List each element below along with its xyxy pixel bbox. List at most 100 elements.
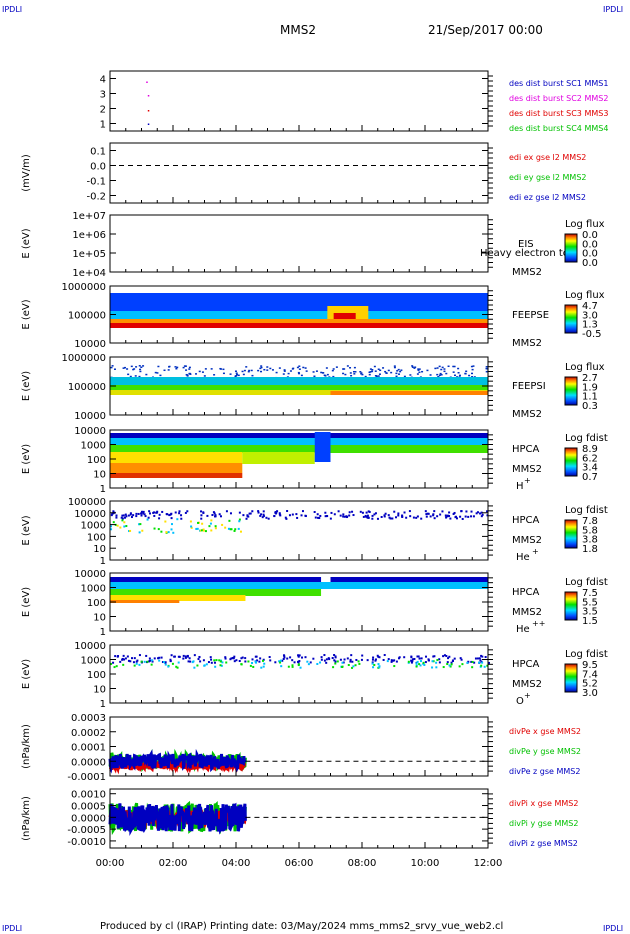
feepsi-noise-dot bbox=[185, 373, 188, 376]
feepsi-noise-dot bbox=[335, 366, 338, 368]
hpca-h-colorbar-title: Log fdist bbox=[565, 433, 608, 444]
feepsi-noise-dot bbox=[247, 370, 250, 373]
hpca-he-dot bbox=[111, 512, 114, 515]
hpca-o-dot bbox=[151, 660, 154, 663]
hpca-he-dot bbox=[140, 514, 143, 517]
divpe-ytick-label: 0.0000 bbox=[71, 757, 106, 768]
hpca-o-dot bbox=[360, 658, 363, 661]
feepsi-noise-dot bbox=[222, 372, 225, 375]
feepsi-noise-dot bbox=[350, 374, 353, 377]
feepsi-noise-dot bbox=[409, 374, 412, 376]
hpca-he-dot bbox=[401, 514, 404, 517]
hpca-o-dot bbox=[407, 660, 410, 663]
hpca-o-dot bbox=[184, 655, 187, 658]
hpca-he-dot bbox=[486, 510, 489, 513]
hpca-o-dot bbox=[332, 666, 335, 669]
hpca-o-dot bbox=[354, 664, 357, 667]
hpca-he-dot bbox=[233, 529, 236, 532]
hpca-he-dot bbox=[140, 510, 143, 513]
hpca-he-dot bbox=[317, 516, 320, 519]
hpca-o-dot bbox=[371, 658, 374, 661]
hpca-he-dot bbox=[164, 520, 167, 523]
divpi-legend-item: divPi y gse MMS2 bbox=[509, 819, 578, 828]
hpca-o-ytick-label: 10000 bbox=[74, 641, 106, 652]
hpca-he-dot bbox=[313, 511, 316, 514]
hpca-he-dot bbox=[170, 523, 173, 526]
hpca-o-dot bbox=[418, 657, 421, 660]
feepsi-band-green bbox=[110, 385, 488, 391]
hpca-h-colorbar-tick: 6.2 bbox=[582, 453, 598, 464]
hpca-he-dot bbox=[319, 514, 322, 517]
hpca-he-ytick-label: 1000 bbox=[81, 521, 106, 532]
hpca-he-dot bbox=[362, 515, 365, 518]
hpca-o-dot bbox=[283, 654, 286, 657]
hpca-he-dot bbox=[138, 531, 141, 534]
feepsi-noise-dot bbox=[418, 368, 421, 370]
hpca-o-dot bbox=[138, 654, 141, 657]
hpca-he-dot bbox=[452, 512, 455, 515]
hpca-he-dot bbox=[248, 512, 251, 515]
hpca-o-dot bbox=[136, 659, 139, 662]
feepsi-noise-dot bbox=[156, 372, 159, 374]
hpca-o-dot bbox=[254, 660, 257, 663]
hpca-he-dot bbox=[257, 511, 260, 514]
feepsi-noise-dot bbox=[472, 365, 475, 367]
hpca-o-dot bbox=[202, 659, 205, 662]
hpca-he-dot bbox=[455, 517, 458, 520]
hpca-he-dot bbox=[291, 513, 294, 516]
feepsi-noise-dot bbox=[184, 365, 187, 367]
hpca-he-dot bbox=[124, 513, 127, 516]
hpca-o-dot bbox=[188, 657, 191, 660]
hpca-he-dot bbox=[146, 518, 149, 521]
feepsi-noise-dot bbox=[201, 371, 204, 373]
panel-hpca-hepp: 10000 1000 100 10 1 E (eV) HPCA MMS2 He++ Log fdi… bbox=[21, 569, 608, 638]
feepsi-noise-dot bbox=[289, 370, 292, 372]
hpca-o-dot bbox=[256, 659, 259, 662]
divpe-ytick-label: 0.0003 bbox=[71, 713, 106, 724]
feepsi-noise-dot bbox=[374, 370, 377, 372]
hpca-o-dot bbox=[373, 663, 376, 666]
hpca-he-dot bbox=[480, 511, 483, 514]
burst-point bbox=[146, 81, 148, 83]
hpca-he-dot bbox=[412, 516, 415, 519]
hpca-o-dot bbox=[110, 662, 113, 665]
feepsi-band-yellow bbox=[110, 390, 488, 395]
hpca-he-dot bbox=[239, 530, 242, 533]
feepsi-noise-dot bbox=[396, 370, 399, 372]
hpca-o-dot bbox=[471, 660, 474, 663]
hpca-he-dot bbox=[115, 516, 118, 519]
hpca-o-dot bbox=[319, 661, 322, 664]
hpca-o-dot bbox=[138, 663, 141, 666]
hpca-o-dot bbox=[478, 657, 481, 660]
feepsi-noise-dot bbox=[438, 365, 441, 368]
hpca-o-dot bbox=[187, 660, 190, 663]
hpca-o-dot bbox=[376, 654, 379, 657]
feepsi-noise-dot bbox=[445, 372, 448, 375]
hpca-o-dot bbox=[203, 664, 206, 667]
hpca-he-dot bbox=[467, 515, 470, 518]
hpca-o-dot bbox=[255, 655, 258, 658]
hpca-he-dot bbox=[140, 512, 143, 515]
hpca-hepp-ytick-label: 1000 bbox=[81, 584, 106, 595]
feepsi-noise-dot bbox=[440, 368, 443, 371]
hpca-o-dot bbox=[393, 665, 396, 668]
hpca-o-dot bbox=[224, 656, 227, 659]
feepsi-noise-dot bbox=[135, 366, 138, 368]
hpca-he-dot bbox=[112, 510, 115, 513]
hpca-he-dot bbox=[142, 512, 145, 515]
hpca-he-ytick-label: 100 bbox=[87, 532, 106, 543]
hpca-he-dot bbox=[238, 518, 241, 521]
hpca-o-dot bbox=[476, 657, 479, 660]
hpca-he-dot bbox=[110, 528, 113, 531]
eis-overlay-label: Heavy electron to bbox=[480, 248, 569, 259]
hpca-o-dot bbox=[210, 661, 213, 664]
hpca-he-dot bbox=[401, 515, 404, 518]
burst-legend-item: des dist burst SC2 MMS2 bbox=[509, 94, 608, 103]
hpca-o-dot bbox=[419, 664, 422, 667]
hpca-he-dot bbox=[337, 510, 340, 513]
hpca-he-dot bbox=[142, 510, 145, 513]
hpca-o-dot bbox=[416, 655, 419, 658]
hpca-he-dot bbox=[123, 521, 126, 524]
hpca-o-dot bbox=[291, 659, 294, 662]
feepsi-noise-dot bbox=[417, 369, 420, 371]
